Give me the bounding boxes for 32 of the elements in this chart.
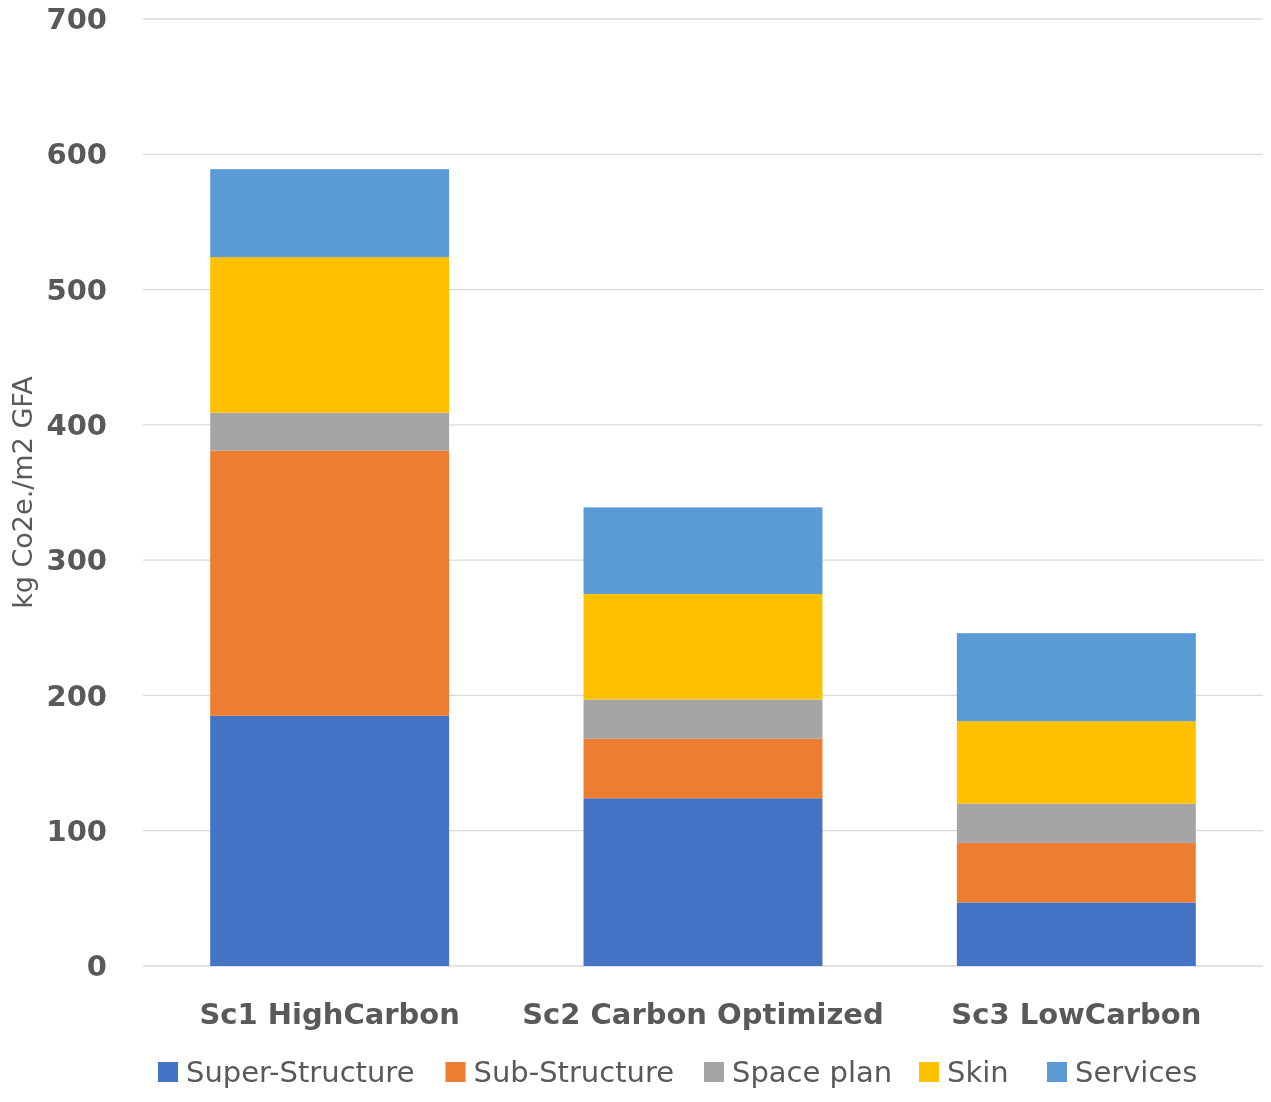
- y-tick-label: 0: [86, 949, 107, 984]
- bar: [956, 721, 1196, 804]
- legend-label: Sub-Structure: [473, 1055, 675, 1089]
- y-tick-label: 400: [46, 408, 107, 443]
- legend-label: Skin: [947, 1055, 1009, 1089]
- x-tick-label: Sc2 Carbon Optimized: [522, 997, 884, 1031]
- bar: [583, 738, 823, 799]
- bar: [956, 902, 1196, 966]
- y-tick-label: 200: [46, 678, 107, 713]
- legend-label: Space plan: [732, 1055, 893, 1089]
- bar: [210, 169, 450, 258]
- x-tick-label: Sc1 HighCarbon: [199, 997, 460, 1031]
- y-tick-label: 500: [46, 272, 107, 307]
- x-tick-label: Sc3 LowCarbon: [951, 997, 1202, 1031]
- bar: [210, 257, 450, 413]
- bar: [210, 450, 450, 716]
- y-tick-label: 600: [46, 137, 107, 172]
- bar: [210, 715, 450, 966]
- bar: [583, 798, 823, 966]
- bar: [210, 412, 450, 451]
- legend-label: Super-Structure: [186, 1055, 415, 1089]
- bar: [583, 593, 823, 700]
- bar: [583, 507, 823, 594]
- bar: [956, 842, 1196, 903]
- bar: [956, 633, 1196, 722]
- bar: [956, 803, 1196, 843]
- y-tick-label: 100: [46, 813, 107, 848]
- y-tick-label: 300: [46, 543, 107, 578]
- legend-label: Services: [1075, 1055, 1198, 1089]
- bar: [583, 699, 823, 739]
- y-axis-title: kg Co2e./m2 GFA: [7, 375, 38, 609]
- y-tick-label: 700: [46, 2, 107, 37]
